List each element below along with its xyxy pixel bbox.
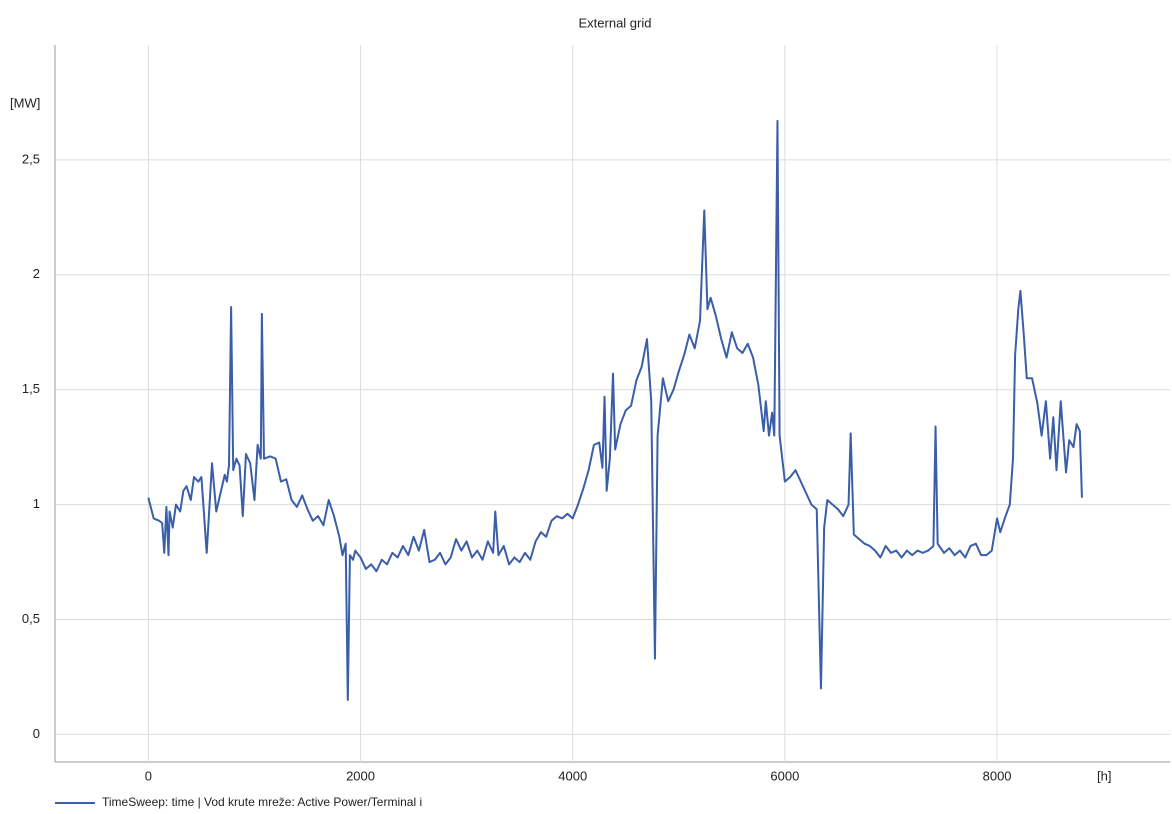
legend-label: TimeSweep: time | Vod krute mreže: Activ… bbox=[102, 795, 422, 809]
x-tick-label: 8000 bbox=[983, 768, 1012, 783]
y-tick-label: 0 bbox=[33, 726, 40, 741]
y-tick-label: 1 bbox=[33, 496, 40, 511]
data-line bbox=[147, 119, 1083, 701]
x-axis-label: [h] bbox=[1097, 768, 1111, 783]
y-tick-label: 2,5 bbox=[22, 151, 40, 166]
x-tick-label: 4000 bbox=[558, 768, 587, 783]
y-axis-label: [MW] bbox=[10, 95, 40, 110]
x-tick-label: 0 bbox=[145, 768, 152, 783]
y-tick-label: 1,5 bbox=[22, 381, 40, 396]
y-tick-label: 2 bbox=[33, 266, 40, 281]
y-tick-label: 0,5 bbox=[22, 611, 40, 626]
chart-title: External grid bbox=[579, 15, 652, 30]
x-tick-label: 6000 bbox=[770, 768, 799, 783]
x-tick-label: 2000 bbox=[346, 768, 375, 783]
